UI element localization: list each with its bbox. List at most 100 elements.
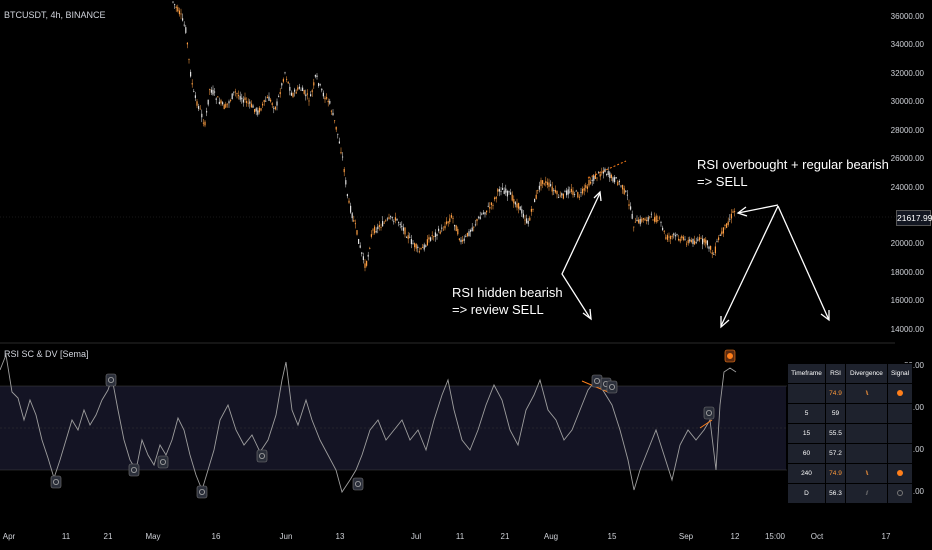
candle-body — [425, 245, 427, 247]
candle-body — [178, 10, 180, 15]
divergence-dot-icon — [594, 377, 601, 384]
candle-body — [575, 190, 577, 192]
candle-body — [692, 238, 694, 245]
candle-body — [671, 235, 673, 237]
arrowhead-icon — [720, 316, 730, 329]
candle-body — [697, 239, 699, 241]
candle-body — [343, 168, 345, 173]
candle-body — [498, 189, 500, 192]
candle-body — [254, 109, 256, 113]
candle-body — [708, 246, 710, 249]
candle-body — [628, 204, 630, 206]
candle-body — [663, 230, 665, 232]
candle-body — [297, 87, 299, 90]
candle-body — [649, 216, 651, 218]
candle-body — [639, 218, 641, 225]
candle-body — [623, 188, 625, 195]
candle-body — [487, 205, 489, 207]
candle-body — [404, 227, 406, 235]
candle-body — [276, 101, 278, 106]
candle-body — [214, 91, 216, 93]
candle-body — [287, 81, 289, 84]
divergence-dot-icon — [609, 383, 616, 390]
symbol-label[interactable]: BTCUSDT, 4h, BINANCE — [4, 10, 106, 20]
candle-body — [298, 86, 300, 89]
candle-body — [617, 181, 619, 185]
table-row: 5 59 — [787, 403, 913, 424]
candle-body — [282, 79, 284, 82]
candle-body — [265, 100, 267, 102]
candle-body — [490, 202, 492, 206]
divergence-dot-icon — [108, 376, 115, 383]
candle-body — [471, 227, 473, 232]
candle-body — [463, 238, 465, 241]
candle-body — [567, 189, 569, 195]
divergence-marker-icon — [105, 373, 117, 387]
divergence-dot-icon — [130, 466, 137, 473]
candle-body — [193, 91, 195, 93]
candle-body — [466, 232, 468, 237]
candle-body — [366, 261, 368, 266]
table-row: 15 55.5 — [787, 423, 913, 444]
candle-body — [641, 218, 643, 222]
candle-body — [610, 174, 612, 179]
candle-body — [698, 237, 700, 241]
candle-body — [351, 213, 353, 219]
candle-body — [278, 96, 280, 97]
candle-body — [385, 220, 387, 222]
signal-table-header: Timeframe RSI Divergence Signal — [787, 363, 913, 384]
candle-body — [655, 215, 657, 223]
row-rsi: 74.9 — [825, 463, 846, 484]
divergence-dot-icon — [53, 478, 60, 485]
candle-body — [591, 179, 593, 182]
divergence-bearish-icon: \\ — [865, 470, 868, 477]
candle-body — [204, 121, 206, 126]
candle-body — [436, 234, 438, 237]
candle-body — [570, 188, 572, 192]
candle-body — [502, 187, 504, 190]
candle-body — [482, 212, 484, 214]
candle-body — [660, 222, 662, 223]
candle-body — [562, 193, 564, 199]
price-tick-label: 16000.00 — [890, 296, 924, 305]
divergence-marker-icon — [128, 463, 140, 477]
candle-body — [468, 231, 470, 237]
candle-body — [588, 180, 590, 186]
candle-body — [647, 217, 649, 222]
candle-body — [370, 234, 372, 237]
candle-body — [270, 99, 272, 102]
candle-body — [359, 245, 361, 248]
candle-body — [268, 96, 270, 101]
candle-body — [372, 229, 374, 231]
indicator-label[interactable]: RSI SC & DV [Sema] — [4, 349, 89, 359]
candle-body — [543, 183, 545, 185]
time-tick-label: 15:00 — [764, 532, 786, 541]
table-row: D 56.3 // — [787, 483, 913, 504]
candle-body — [329, 100, 331, 104]
candle-body — [172, 1, 174, 3]
candle-body — [706, 240, 708, 246]
candle-body — [574, 194, 576, 195]
candle-body — [380, 227, 382, 228]
candle-body — [612, 177, 614, 182]
candle-body — [402, 227, 404, 231]
candle-body — [260, 108, 262, 111]
candle-body — [234, 91, 236, 93]
candle-body — [420, 248, 422, 250]
candle-body — [521, 209, 523, 214]
candle-body — [540, 180, 542, 187]
candle-body — [700, 238, 702, 239]
candle-body — [462, 239, 464, 242]
candle-body — [657, 219, 659, 221]
candle-body — [535, 194, 537, 199]
candle-body — [577, 192, 579, 198]
candle-body — [718, 237, 720, 240]
row-timeframe — [787, 383, 826, 404]
candle-body — [401, 225, 403, 228]
candle-body — [703, 238, 705, 243]
candle-body — [364, 263, 366, 268]
candle-body — [546, 182, 548, 185]
candle-body — [295, 92, 297, 94]
